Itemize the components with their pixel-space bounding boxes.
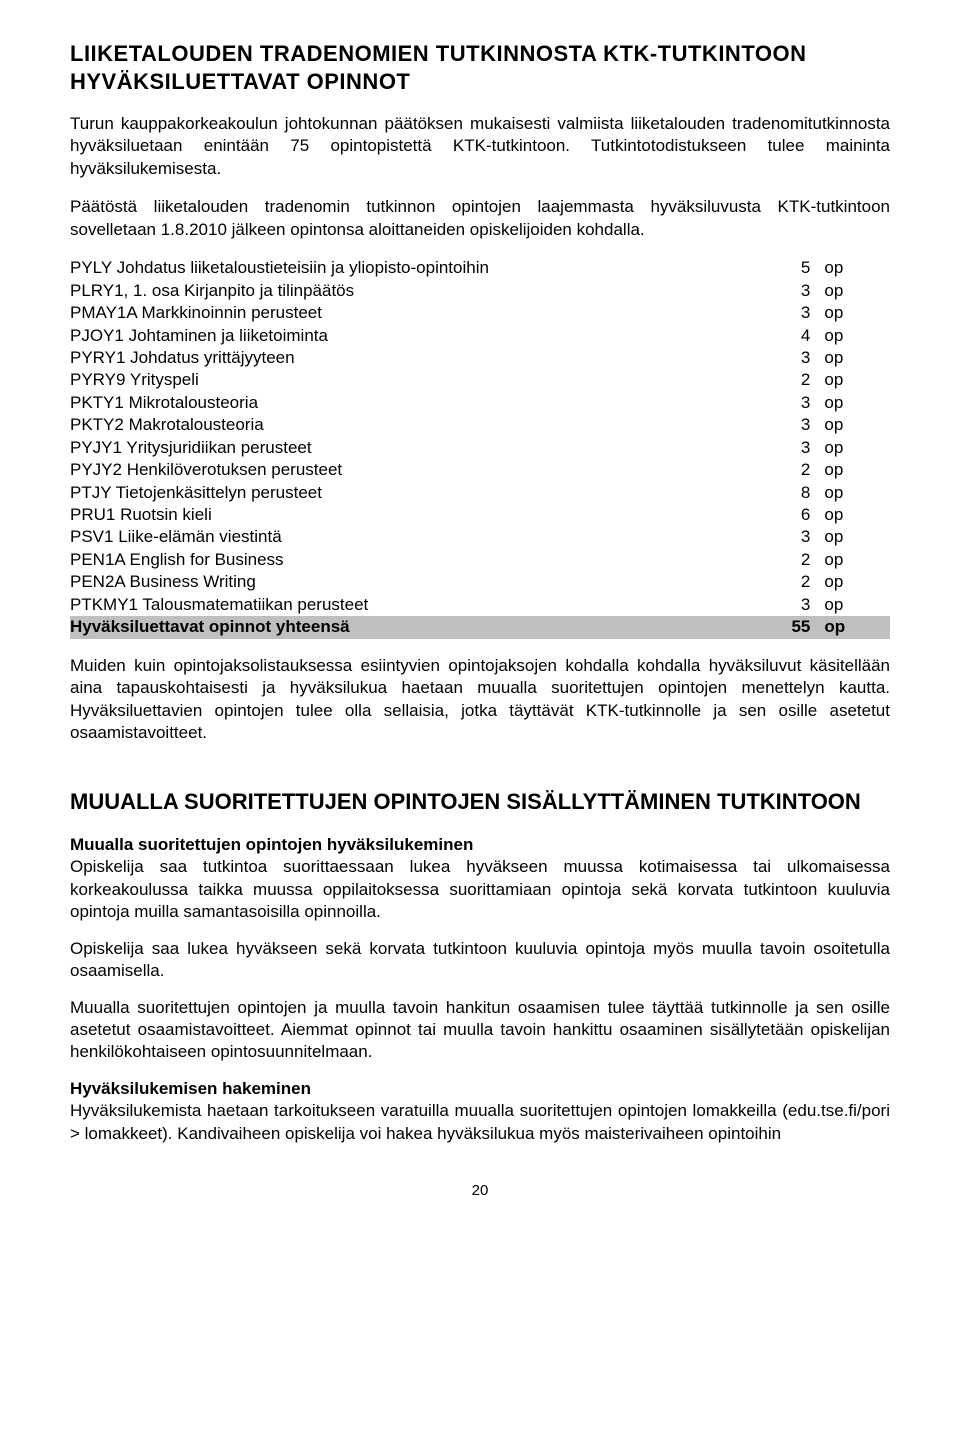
course-name: PMAY1A Markkinoinnin perusteet (70, 302, 759, 324)
total-label: Hyväksiluettavat opinnot yhteensä (70, 616, 759, 638)
course-name: PYLY Johdatus liiketaloustieteisiin ja y… (70, 257, 759, 279)
course-credits: 4 (759, 325, 825, 347)
course-unit: op (824, 437, 890, 459)
course-name: PRU1 Ruotsin kieli (70, 504, 759, 526)
course-credits: 6 (759, 504, 825, 526)
course-credits: 3 (759, 280, 825, 302)
course-unit: op (824, 504, 890, 526)
section-title-external-studies: MUUALLA SUORITETTUJEN OPINTOJEN SISÄLLYT… (70, 788, 890, 816)
table-row: PYJY1 Yritysjuridiikan perusteet3op (70, 437, 890, 459)
course-credits: 2 (759, 549, 825, 571)
course-credits: 8 (759, 482, 825, 504)
course-name: PTKMY1 Talousmatematiikan perusteet (70, 594, 759, 616)
course-unit: op (824, 347, 890, 369)
course-credits: 5 (759, 257, 825, 279)
course-credits: 3 (759, 302, 825, 324)
course-unit: op (824, 369, 890, 391)
course-name: PLRY1, 1. osa Kirjanpito ja tilinpäätös (70, 280, 759, 302)
intro-paragraph-1: Turun kauppakorkeakoulun johtokunnan pää… (70, 113, 890, 180)
table-row: PTKMY1 Talousmatematiikan perusteet3op (70, 594, 890, 616)
sub-heading-credit-transfer: Muualla suoritettujen opintojen hyväksil… (70, 834, 890, 856)
sub-paragraph-2: Opiskelija saa lukea hyväkseen sekä korv… (70, 938, 890, 983)
course-credits: 2 (759, 459, 825, 481)
course-unit: op (824, 392, 890, 414)
table-row: PJOY1 Johtaminen ja liiketoiminta4op (70, 325, 890, 347)
course-name: PKTY1 Mikrotalousteoria (70, 392, 759, 414)
table-row: PKTY1 Mikrotalousteoria3op (70, 392, 890, 414)
total-credits: 55 (759, 616, 825, 638)
total-unit: op (824, 616, 890, 638)
sub-paragraph-applying: Hyväksilukemista haetaan tarkoitukseen v… (70, 1100, 890, 1145)
table-row: PTJY Tietojenkäsittelyn perusteet8op (70, 482, 890, 504)
table-row: PKTY2 Makrotalousteoria3op (70, 414, 890, 436)
table-row: PSV1 Liike-elämän viestintä3op (70, 526, 890, 548)
table-row: PYRY1 Johdatus yrittäjyyteen3op (70, 347, 890, 369)
course-name: PKTY2 Makrotalousteoria (70, 414, 759, 436)
sub-paragraph-3: Muualla suoritettujen opintojen ja muull… (70, 997, 890, 1064)
course-name: PYRY1 Johdatus yrittäjyyteen (70, 347, 759, 369)
intro-paragraph-2: Päätöstä liiketalouden tradenomin tutkin… (70, 196, 890, 241)
course-unit: op (824, 482, 890, 504)
course-credits: 2 (759, 571, 825, 593)
course-credits: 3 (759, 414, 825, 436)
course-unit: op (824, 459, 890, 481)
course-unit: op (824, 302, 890, 324)
course-credits: 3 (759, 392, 825, 414)
page-title: LIIKETALOUDEN TRADENOMIEN TUTKINNOSTA KT… (70, 40, 890, 95)
table-row: PYJY2 Henkilöverotuksen perusteet2op (70, 459, 890, 481)
course-unit: op (824, 257, 890, 279)
course-name: PYJY1 Yritysjuridiikan perusteet (70, 437, 759, 459)
course-name: PEN2A Business Writing (70, 571, 759, 593)
course-credits: 3 (759, 437, 825, 459)
course-unit: op (824, 571, 890, 593)
course-name: PYJY2 Henkilöverotuksen perusteet (70, 459, 759, 481)
course-credits: 2 (759, 369, 825, 391)
table-row: PLRY1, 1. osa Kirjanpito ja tilinpäätös3… (70, 280, 890, 302)
course-unit: op (824, 526, 890, 548)
course-name: PTJY Tietojenkäsittelyn perusteet (70, 482, 759, 504)
course-name: PSV1 Liike-elämän viestintä (70, 526, 759, 548)
page-number: 20 (70, 1181, 890, 1201)
course-credit-table: PYLY Johdatus liiketaloustieteisiin ja y… (70, 257, 890, 638)
sub-paragraph-1: Opiskelija saa tutkintoa suorittaessaan … (70, 856, 890, 923)
course-unit: op (824, 325, 890, 347)
table-row: PYLY Johdatus liiketaloustieteisiin ja y… (70, 257, 890, 279)
table-row: PEN2A Business Writing2op (70, 571, 890, 593)
course-credits: 3 (759, 526, 825, 548)
course-name: PJOY1 Johtaminen ja liiketoiminta (70, 325, 759, 347)
course-unit: op (824, 594, 890, 616)
course-unit: op (824, 414, 890, 436)
course-unit: op (824, 280, 890, 302)
course-credits: 3 (759, 347, 825, 369)
after-table-paragraph: Muiden kuin opintojaksolistauksessa esii… (70, 655, 890, 745)
table-row: PEN1A English for Business2op (70, 549, 890, 571)
course-name: PYRY9 Yrityspeli (70, 369, 759, 391)
sub-heading-applying: Hyväksilukemisen hakeminen (70, 1078, 890, 1100)
course-name: PEN1A English for Business (70, 549, 759, 571)
table-row-total: Hyväksiluettavat opinnot yhteensä55op (70, 616, 890, 638)
table-row: PRU1 Ruotsin kieli6op (70, 504, 890, 526)
table-row: PMAY1A Markkinoinnin perusteet3op (70, 302, 890, 324)
table-row: PYRY9 Yrityspeli2op (70, 369, 890, 391)
course-unit: op (824, 549, 890, 571)
course-credits: 3 (759, 594, 825, 616)
